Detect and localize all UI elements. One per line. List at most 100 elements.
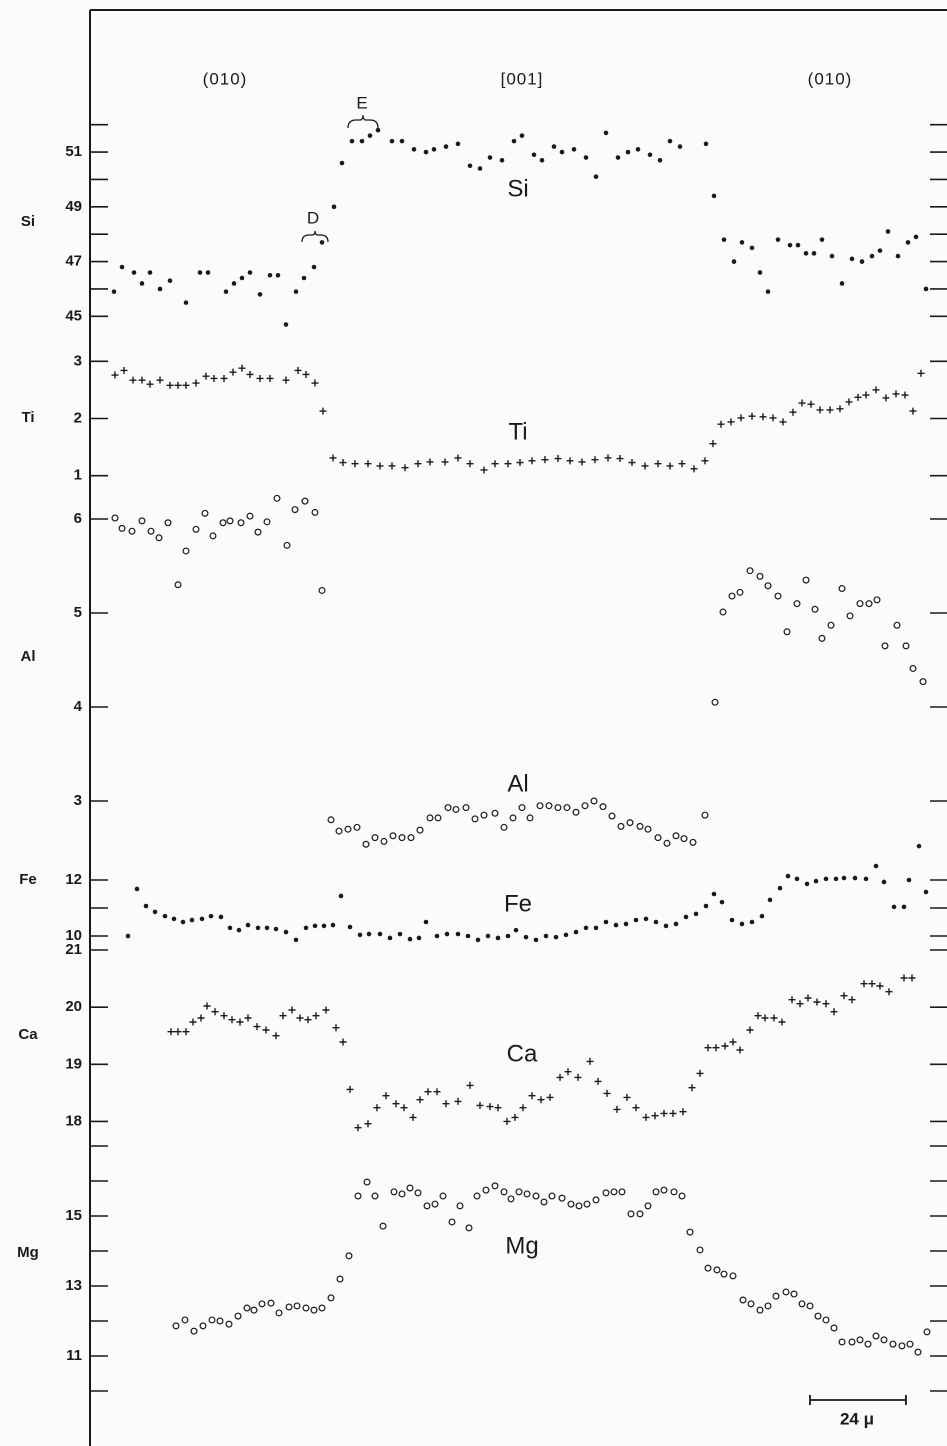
data-point [409, 1113, 417, 1121]
data-point [603, 1089, 611, 1097]
data-point [256, 374, 264, 382]
data-point [346, 1085, 354, 1093]
data-point [367, 133, 373, 138]
data-point [575, 1202, 583, 1210]
data-point [303, 925, 309, 931]
data-point [862, 391, 870, 399]
y-tick-label: 3 [74, 352, 82, 369]
data-point [373, 1104, 381, 1112]
data-point [849, 256, 855, 262]
data-point [331, 204, 337, 210]
data-point [891, 904, 897, 910]
data-point [913, 234, 919, 240]
data-point [253, 1023, 261, 1031]
y-tick-label: 15 [65, 1207, 82, 1224]
data-point [696, 1246, 704, 1254]
data-point [906, 877, 912, 883]
data-point [267, 1299, 275, 1307]
data-point [603, 919, 609, 925]
data-point [138, 517, 146, 525]
data-point [182, 547, 190, 555]
data-point [663, 923, 669, 929]
data-point [275, 272, 281, 278]
data-point [273, 494, 281, 502]
data-point [442, 1100, 450, 1108]
data-point [454, 1097, 462, 1105]
data-point [424, 1088, 432, 1096]
data-point [302, 1304, 310, 1312]
data-point [311, 508, 319, 516]
data-point [138, 376, 146, 384]
data-point [688, 1084, 696, 1092]
data-point [880, 1336, 888, 1344]
data-point [876, 982, 884, 990]
panel-label: Ti [21, 409, 34, 426]
data-point [322, 1006, 330, 1014]
y-tick-label: 18 [65, 1112, 82, 1129]
data-point [351, 460, 359, 468]
y-tick-label: 51 [65, 143, 82, 160]
data-point [804, 881, 810, 887]
data-point [770, 1014, 778, 1022]
data-point [713, 1266, 721, 1274]
data-point [466, 460, 474, 468]
data-point [416, 1096, 424, 1104]
data-point [747, 1300, 755, 1308]
data-point [826, 406, 834, 414]
data-point [636, 822, 644, 830]
data-point [462, 804, 470, 812]
data-point [310, 1306, 318, 1314]
data-point [546, 1093, 554, 1101]
data-point [167, 278, 173, 284]
data-point [794, 876, 800, 882]
data-point [592, 1196, 600, 1204]
data-point [711, 891, 717, 897]
y-tick-label: 19 [65, 1055, 82, 1072]
data-point [431, 1200, 439, 1208]
panel-label: Ca [18, 1026, 38, 1043]
data-point [344, 825, 352, 833]
data-point [901, 904, 907, 910]
data-point [434, 814, 442, 822]
data-point [711, 698, 719, 706]
data-point [293, 937, 299, 943]
data-point [523, 1190, 531, 1198]
data-point [134, 886, 140, 892]
data-point [499, 157, 505, 163]
data-point [335, 827, 343, 835]
data-point [491, 1182, 499, 1190]
data-point [246, 512, 254, 520]
data-point [312, 923, 318, 929]
data-point [296, 1014, 304, 1022]
data-point [720, 1270, 728, 1278]
data-point [729, 1038, 737, 1046]
data-point [476, 1101, 484, 1109]
y-tick-label: 12 [65, 871, 82, 888]
data-point [852, 875, 858, 881]
data-point [882, 394, 890, 402]
data-point [536, 802, 544, 810]
annotation-brace [301, 230, 329, 243]
data-point [426, 814, 434, 822]
panel-label: Al [21, 648, 36, 665]
data-point [554, 804, 562, 812]
data-point [414, 1189, 422, 1197]
data-point [397, 931, 403, 937]
data-point [234, 1312, 242, 1320]
data-point [727, 418, 735, 426]
data-point [164, 519, 172, 527]
data-point [603, 130, 609, 136]
data-point [627, 1210, 635, 1218]
data-point [625, 149, 631, 155]
data-point [690, 465, 698, 473]
data-point [509, 814, 517, 822]
data-point [572, 808, 580, 816]
data-point [377, 931, 383, 937]
data-point [785, 873, 791, 879]
data-point [376, 462, 384, 470]
data-point [511, 1113, 519, 1121]
data-point [633, 917, 639, 923]
data-point [339, 1038, 347, 1046]
y-tick-label: 20 [65, 998, 82, 1015]
series-label: Ti [508, 418, 527, 445]
